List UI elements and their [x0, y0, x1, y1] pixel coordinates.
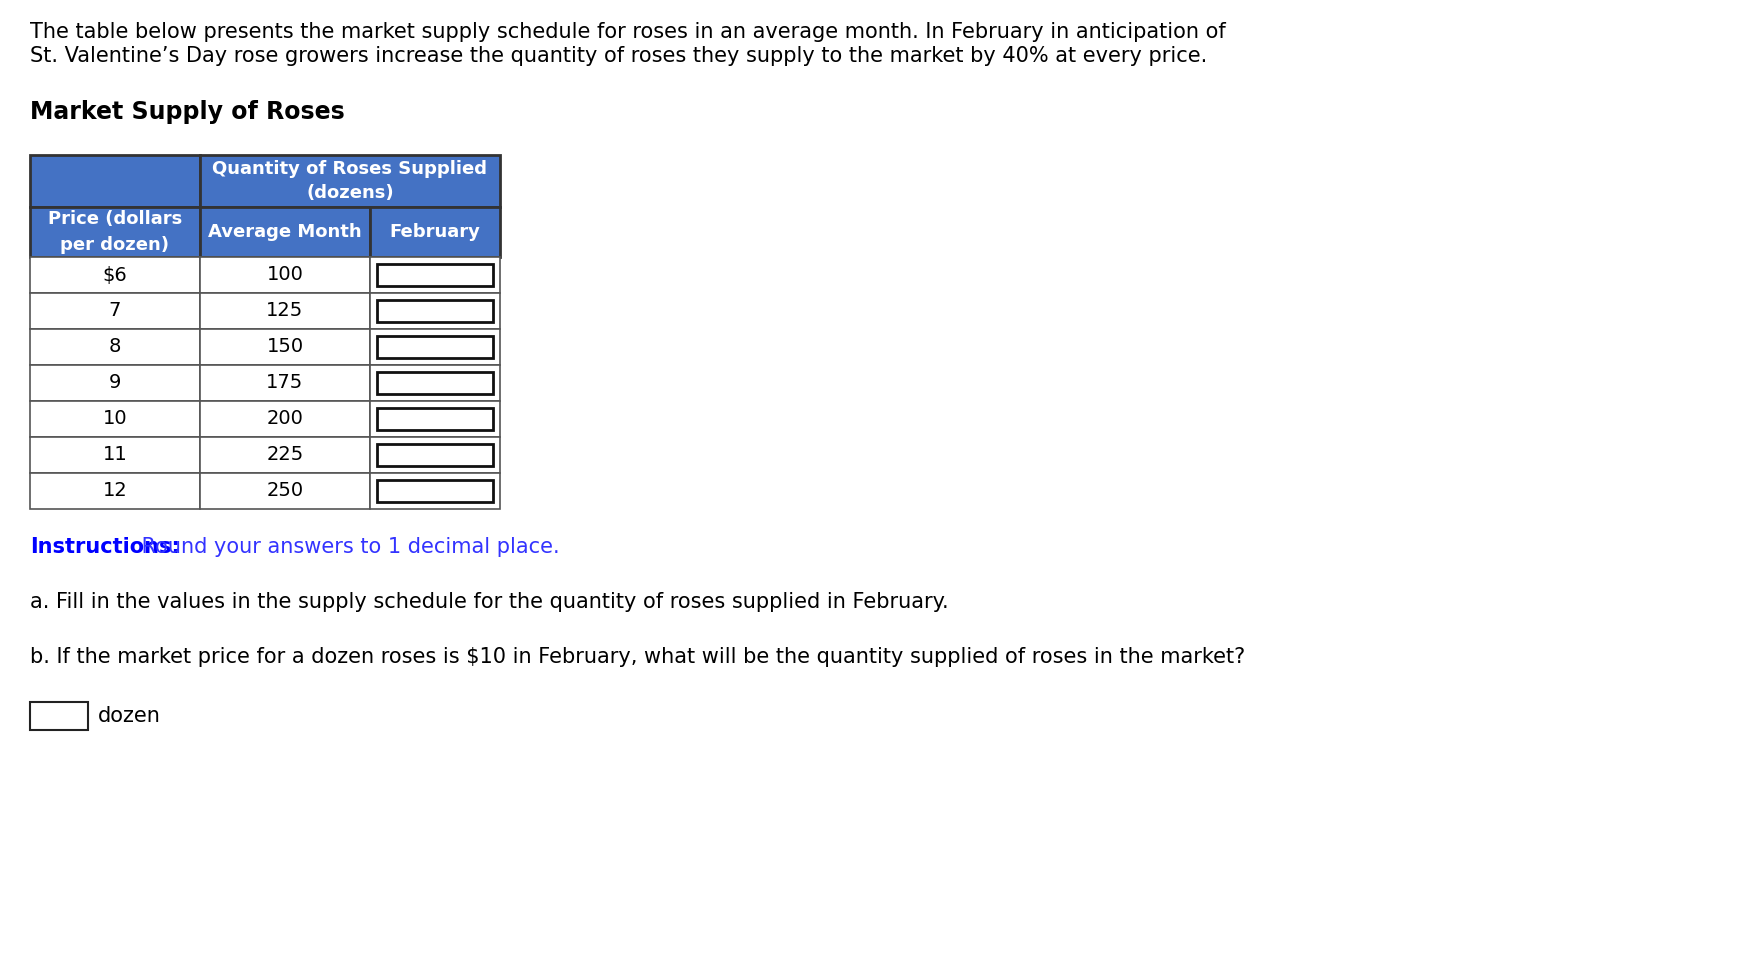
Bar — [30, 293, 200, 329]
Bar — [377, 444, 492, 466]
Text: 7: 7 — [109, 301, 121, 320]
Bar — [200, 401, 370, 437]
Bar — [377, 264, 492, 286]
Bar — [370, 437, 499, 473]
Text: 10: 10 — [103, 409, 128, 429]
Text: dozen: dozen — [98, 706, 161, 726]
Text: The table below presents the market supply schedule for roses in an average mont: The table below presents the market supp… — [30, 22, 1226, 42]
Bar — [30, 365, 200, 401]
Bar — [377, 408, 492, 430]
Bar — [377, 480, 492, 502]
Bar — [30, 257, 200, 293]
Bar — [200, 365, 370, 401]
Bar — [370, 401, 499, 437]
Text: 225: 225 — [266, 445, 303, 465]
Bar — [30, 155, 200, 207]
Text: a. Fill in the values in the supply schedule for the quantity of roses supplied : a. Fill in the values in the supply sche… — [30, 592, 948, 612]
Text: Price (dollars
per dozen): Price (dollars per dozen) — [47, 210, 182, 254]
Bar — [200, 473, 370, 509]
Bar — [370, 329, 499, 365]
Bar — [377, 336, 492, 358]
Text: 8: 8 — [109, 338, 121, 356]
Bar — [377, 372, 492, 394]
Text: b. If the market price for a dozen roses is $10 in February, what will be the qu: b. If the market price for a dozen roses… — [30, 647, 1246, 667]
Bar — [200, 437, 370, 473]
Text: 175: 175 — [266, 374, 303, 392]
Bar — [200, 207, 370, 257]
Text: 9: 9 — [109, 374, 121, 392]
Bar — [370, 257, 499, 293]
Bar — [30, 702, 88, 730]
Bar — [377, 300, 492, 322]
Bar — [200, 293, 370, 329]
Bar — [370, 473, 499, 509]
Bar — [370, 365, 499, 401]
Text: 100: 100 — [266, 265, 303, 285]
Text: February: February — [389, 223, 480, 241]
Text: 150: 150 — [266, 338, 303, 356]
Text: 12: 12 — [103, 481, 128, 500]
Bar — [200, 257, 370, 293]
Text: 125: 125 — [266, 301, 303, 320]
Bar — [30, 473, 200, 509]
Text: 250: 250 — [266, 481, 303, 500]
Text: Round your answers to 1 decimal place.: Round your answers to 1 decimal place. — [135, 537, 559, 557]
Bar — [200, 329, 370, 365]
Text: St. Valentine’s Day rose growers increase the quantity of roses they supply to t: St. Valentine’s Day rose growers increas… — [30, 46, 1207, 66]
Text: 11: 11 — [103, 445, 128, 465]
Text: Instructions:: Instructions: — [30, 537, 180, 557]
Bar — [30, 207, 200, 257]
Bar — [370, 207, 499, 257]
Text: 200: 200 — [266, 409, 303, 429]
Bar — [30, 401, 200, 437]
Text: Market Supply of Roses: Market Supply of Roses — [30, 100, 345, 124]
Bar — [200, 155, 499, 207]
Bar — [370, 293, 499, 329]
Text: Average Month: Average Month — [208, 223, 363, 241]
Bar — [30, 437, 200, 473]
Bar — [30, 329, 200, 365]
Text: $6: $6 — [103, 265, 128, 285]
Text: Quantity of Roses Supplied
(dozens): Quantity of Roses Supplied (dozens) — [212, 160, 487, 202]
